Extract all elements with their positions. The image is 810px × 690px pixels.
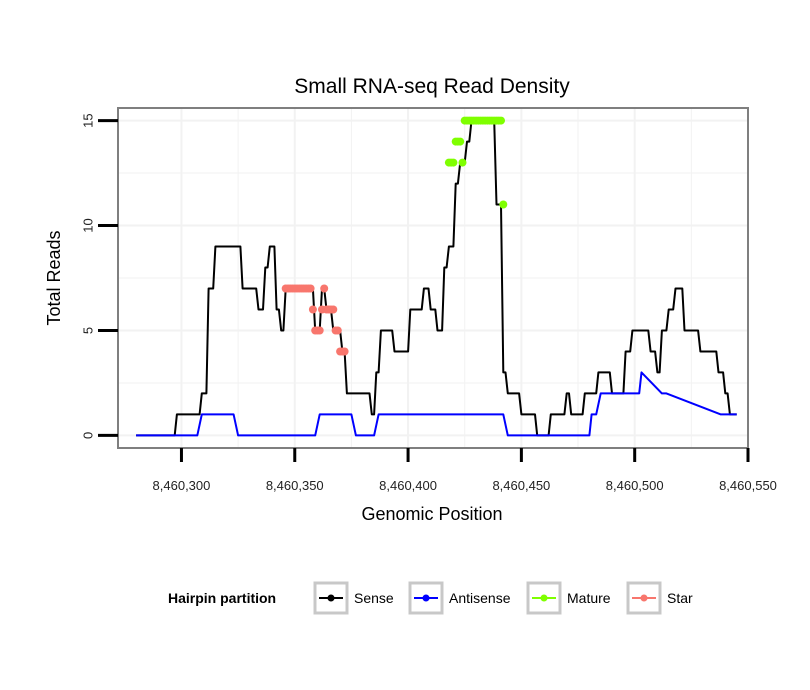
legend-label-antisense: Antisense xyxy=(449,590,511,606)
y-tick-label: 10 xyxy=(81,218,96,232)
y-tick-label: 5 xyxy=(81,327,96,334)
legend-label-mature: Mature xyxy=(567,590,611,606)
legend-title: Hairpin partition xyxy=(168,590,276,606)
legend-key-point-sense xyxy=(327,594,335,602)
sense-series-line xyxy=(136,119,737,437)
plot-panel-border xyxy=(117,107,749,449)
x-tick-label: 8,460,450 xyxy=(492,478,550,493)
plot-series xyxy=(136,116,737,437)
mature-point xyxy=(458,158,467,167)
star-point xyxy=(308,305,317,314)
mature-point xyxy=(449,158,458,167)
legend: Hairpin partition Sense Antisense Mature St… xyxy=(168,581,693,615)
star-point xyxy=(340,347,349,356)
y-axis-title: Total Reads xyxy=(44,230,64,325)
legend-entry-star: Star xyxy=(626,581,693,615)
legend-entry-antisense: Antisense xyxy=(408,581,511,615)
legend-label-sense: Sense xyxy=(354,590,394,606)
star-point xyxy=(315,326,324,335)
axes: 8,460,300 8,460,350 8,460,400 8,460,450 8,46… xyxy=(81,113,777,493)
star-point xyxy=(320,284,329,293)
mature-point xyxy=(497,116,505,125)
mature-point xyxy=(499,200,508,209)
chart-title: Small RNA-seq Read Density xyxy=(294,75,570,98)
x-tick-label: 8,460,500 xyxy=(606,478,664,493)
star-point xyxy=(333,326,342,335)
mature-series-points xyxy=(444,116,508,209)
y-tick-label: 0 xyxy=(81,432,96,439)
y-tick-label: 15 xyxy=(81,113,96,127)
gridlines xyxy=(118,108,749,448)
x-axis-title: Genomic Position xyxy=(361,504,502,524)
legend-entry-mature: Mature xyxy=(526,581,611,615)
legend-key-point-antisense xyxy=(422,594,430,602)
legend-key-point-mature xyxy=(540,594,548,602)
star-series-points xyxy=(281,284,349,356)
legend-key-point-star xyxy=(640,594,648,602)
star-point xyxy=(329,305,338,314)
x-tick-label: 8,460,300 xyxy=(153,478,211,493)
x-tick-label: 8,460,400 xyxy=(379,478,437,493)
star-point xyxy=(306,284,315,293)
x-tick-label: 8,460,350 xyxy=(266,478,324,493)
mature-point xyxy=(456,137,465,146)
antisense-series-line xyxy=(136,371,737,437)
legend-entry-sense: Sense xyxy=(313,581,394,615)
x-tick-label: 8,460,550 xyxy=(719,478,777,493)
legend-label-star: Star xyxy=(667,590,693,606)
